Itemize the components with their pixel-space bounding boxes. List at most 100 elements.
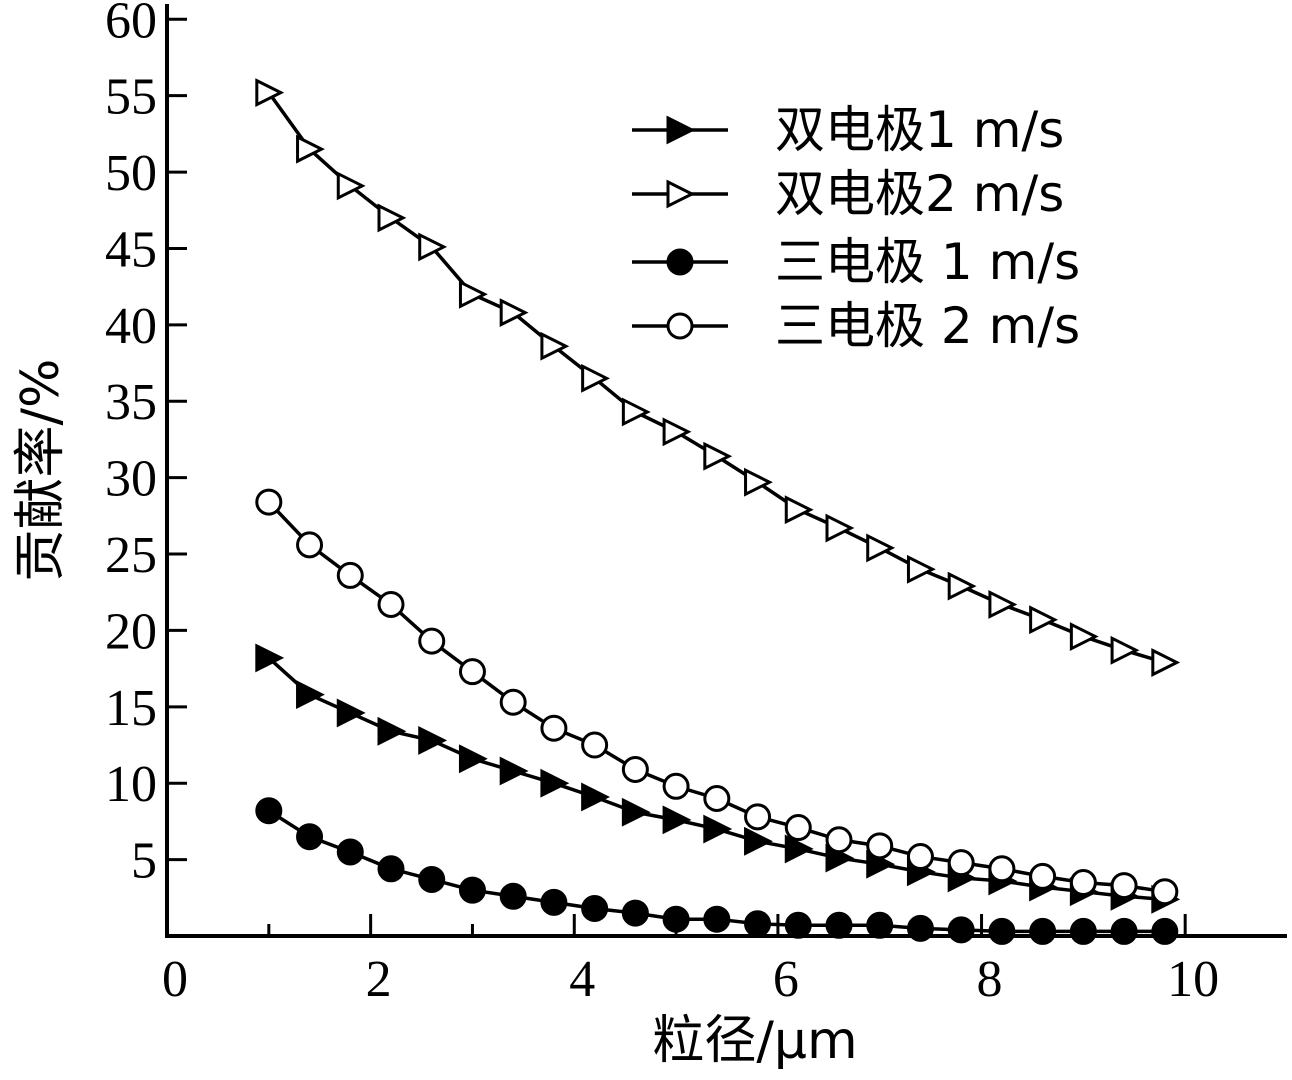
data-point bbox=[906, 914, 934, 942]
data-point bbox=[744, 803, 772, 831]
data-point bbox=[377, 716, 407, 746]
data-point bbox=[1151, 648, 1181, 677]
x-tick-label: 8 bbox=[977, 951, 1003, 1008]
y-tick-label: 20 bbox=[105, 603, 157, 660]
data-point bbox=[947, 916, 975, 944]
data-point bbox=[988, 590, 1018, 619]
data-point bbox=[540, 768, 570, 798]
legend-entry-3: 三电极 1 m/s bbox=[632, 233, 1080, 291]
data-point bbox=[947, 571, 977, 601]
data-point bbox=[1029, 917, 1057, 945]
y-tick-label: 60 bbox=[105, 0, 157, 49]
legend-marker bbox=[666, 179, 696, 209]
data-point bbox=[336, 561, 364, 589]
data-point bbox=[866, 911, 894, 939]
data-point bbox=[499, 688, 527, 716]
data-point bbox=[1110, 917, 1138, 945]
data-point bbox=[255, 78, 285, 108]
data-point bbox=[418, 865, 446, 893]
series-3 bbox=[255, 797, 1179, 945]
data-point bbox=[581, 782, 610, 812]
legend-entry-2: 双电极2 m/s bbox=[632, 165, 1064, 223]
data-point bbox=[866, 533, 896, 563]
y-tick-label: 35 bbox=[105, 374, 157, 431]
y-axis-title: 贡献率/% bbox=[11, 359, 71, 582]
series-4 bbox=[255, 488, 1179, 906]
data-point bbox=[621, 899, 649, 927]
data-point bbox=[744, 826, 773, 856]
series-2 bbox=[255, 78, 1181, 677]
data-point bbox=[1069, 622, 1099, 651]
legend-marker bbox=[666, 248, 694, 276]
data-point bbox=[784, 911, 812, 939]
data-point bbox=[1110, 872, 1138, 900]
data-point bbox=[296, 823, 324, 851]
data-point bbox=[784, 495, 814, 525]
data-point bbox=[744, 467, 773, 497]
data-point bbox=[458, 876, 486, 904]
data-point bbox=[906, 843, 934, 871]
x-tick-label: 0 bbox=[162, 951, 188, 1008]
data-point bbox=[784, 814, 812, 842]
data-point bbox=[1151, 917, 1179, 945]
data-point bbox=[499, 756, 529, 786]
data-point bbox=[255, 797, 283, 825]
data-point bbox=[988, 855, 1016, 883]
y-tick-label: 40 bbox=[105, 298, 157, 355]
data-point bbox=[662, 805, 692, 835]
data-point bbox=[1029, 605, 1058, 635]
data-point bbox=[866, 832, 894, 860]
data-point bbox=[296, 531, 324, 559]
data-point bbox=[621, 397, 651, 427]
data-point bbox=[662, 417, 692, 447]
legend-label: 三电极 2 m/s bbox=[775, 297, 1080, 355]
x-tick-label: 10 bbox=[1167, 951, 1219, 1008]
x-tick-label: 2 bbox=[366, 951, 392, 1008]
data-point bbox=[377, 855, 405, 883]
data-point bbox=[499, 882, 527, 910]
data-point bbox=[336, 838, 364, 866]
data-point bbox=[499, 298, 529, 328]
x-tick-label: 4 bbox=[569, 951, 595, 1008]
y-tick-label: 50 bbox=[105, 145, 157, 202]
data-point bbox=[703, 441, 733, 471]
series-layer bbox=[255, 78, 1181, 945]
legend-entry-4: 三电极 2 m/s bbox=[632, 297, 1080, 355]
data-point bbox=[458, 279, 488, 309]
data-point bbox=[988, 917, 1016, 945]
y-tick-label: 45 bbox=[105, 221, 157, 278]
y-tick-label: 30 bbox=[105, 451, 157, 508]
data-point bbox=[540, 331, 570, 361]
legend-marker bbox=[666, 312, 694, 340]
y-tick-label: 10 bbox=[105, 756, 157, 813]
data-point bbox=[744, 910, 772, 938]
data-point bbox=[458, 658, 486, 686]
data-point bbox=[581, 731, 609, 759]
data-point bbox=[255, 488, 283, 516]
y-tick-label: 25 bbox=[105, 527, 157, 584]
data-point bbox=[1069, 869, 1097, 897]
x-axis-title: 粒径/μm bbox=[652, 1011, 857, 1071]
data-point bbox=[703, 784, 731, 812]
data-point bbox=[703, 905, 731, 933]
data-point bbox=[947, 849, 975, 877]
data-point bbox=[662, 772, 690, 800]
data-point bbox=[1110, 635, 1140, 665]
data-point bbox=[418, 627, 446, 655]
data-point bbox=[581, 363, 610, 393]
legend: 双电极1 m/s 双电极2 m/s 三电极 1 m/s 三电极 2 m/s bbox=[632, 101, 1080, 355]
data-point bbox=[825, 513, 855, 543]
legend-entry-1: 双电极1 m/s bbox=[632, 101, 1064, 159]
data-point bbox=[540, 888, 568, 916]
data-point bbox=[703, 814, 733, 844]
x-tick-label: 6 bbox=[773, 951, 799, 1008]
data-point bbox=[621, 797, 651, 827]
data-point bbox=[336, 698, 366, 728]
legend-marker bbox=[666, 115, 696, 145]
legend-label: 双电极2 m/s bbox=[775, 165, 1064, 223]
data-point bbox=[336, 171, 366, 201]
legend-label: 双电极1 m/s bbox=[775, 101, 1064, 159]
data-point bbox=[296, 680, 325, 710]
data-point bbox=[1029, 862, 1057, 890]
